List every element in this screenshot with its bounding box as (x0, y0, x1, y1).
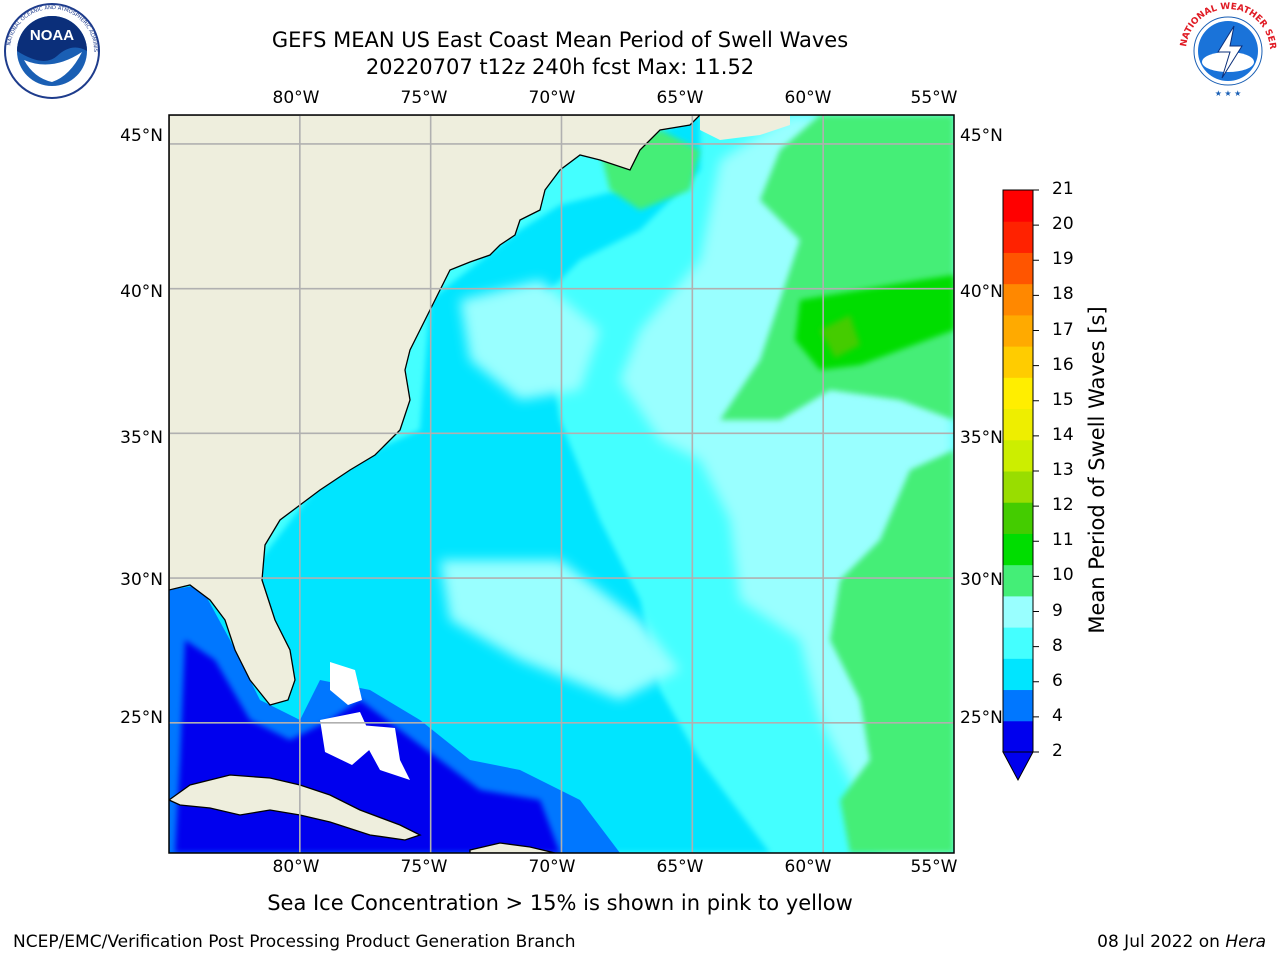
colorbar-segment (1003, 439, 1033, 472)
noaa-logo-icon: NOAA NATIONAL OCEANIC AND ATMOSPHERIC AD… (2, 2, 100, 99)
colorbar-tick-label: 18 (1052, 284, 1074, 305)
colorbar-segment (1003, 221, 1033, 253)
land-north-coast-fill (700, 115, 790, 140)
lat-tick-right: 30°N (960, 570, 1003, 590)
lat-tick-right: 40°N (960, 282, 1003, 302)
gridlines (169, 115, 954, 853)
colorbar-segment (1003, 564, 1033, 597)
lat-tick-left: 25°N (120, 708, 163, 728)
colorbar-segment (1003, 408, 1033, 441)
lon-tick-top: 65°W (656, 88, 704, 108)
lon-tick-top: 55°W (910, 88, 958, 108)
colorbar-tick-label: 20 (1052, 214, 1074, 235)
colorbar-tick-label: 6 (1052, 670, 1063, 691)
colorbar-segment (1003, 658, 1033, 691)
svg-text:★ ★ ★: ★ ★ ★ (1215, 89, 1242, 98)
lat-tick-left: 40°N (120, 282, 163, 302)
colorbar-segment (1003, 346, 1033, 378)
colorbar-tick-label: 10 (1052, 565, 1074, 586)
colorbar-tick-label: 12 (1052, 495, 1074, 516)
colorbar-tick-label: 11 (1052, 530, 1074, 551)
lon-tick-bottom: 75°W (400, 857, 448, 877)
colorbar-tick-label: 19 (1052, 249, 1074, 270)
bahamas-bank-3 (360, 725, 410, 780)
colorbar-extend-triangle (1002, 751, 1034, 782)
lon-tick-top: 70°W (528, 88, 576, 108)
svg-text:NOAA: NOAA (30, 27, 74, 44)
colorbar-tick-label: 17 (1052, 319, 1074, 340)
colorbar-segment (1003, 471, 1033, 503)
lon-tick-bottom: 80°W (272, 857, 320, 877)
colorbar-tick-label: 2 (1052, 741, 1063, 761)
colorbar-tick-label: 13 (1052, 460, 1074, 480)
colorbar-tick-label: 4 (1052, 705, 1063, 726)
sea-ice-caption: Sea Ice Concentration > 15% is shown in … (267, 891, 853, 915)
colorbar-segment (1003, 314, 1033, 347)
colorbar-segment (1003, 377, 1033, 410)
field-8-9s-south (440, 560, 680, 700)
colorbar-tick-label: 9 (1052, 600, 1063, 621)
lat-tick-left: 35°N (120, 428, 163, 448)
field-8-9s-west (460, 280, 600, 400)
colorbar-tick-label: 21 (1052, 179, 1074, 199)
field-11-12s (820, 315, 860, 358)
lon-tick-bottom: 60°W (784, 857, 832, 877)
lat-tick-right: 35°N (960, 428, 1003, 448)
lon-tick-top: 80°W (272, 88, 320, 108)
lon-tick-top: 75°W (400, 88, 448, 108)
chart-subtitle: 20220707 t12z 240h fcst Max: 11.52 (365, 55, 755, 79)
colorbar-segment (1003, 283, 1033, 316)
bahamas-bank (330, 662, 362, 705)
lat-tick-right: 25°N (960, 708, 1003, 728)
colorbar-segment (1003, 190, 1033, 222)
footer-date-text: 08 Jul 2022 on (1097, 932, 1226, 952)
lon-tick-bottom: 70°W (528, 857, 576, 877)
nws-logo-icon: NATIONAL WEATHER SERVICE ★ ★ ★ (1178, 2, 1277, 98)
lon-tick-bottom: 55°W (910, 857, 958, 877)
footer-date: 08 Jul 2022 on Hera (1097, 932, 1266, 952)
colorbar-segment (1003, 627, 1033, 659)
chart-title: GEFS MEAN US East Coast Mean Period of S… (271, 28, 849, 52)
colorbar-segment (1003, 689, 1033, 722)
footer-host: Hera (1225, 932, 1266, 952)
colorbar-tick-label: 15 (1052, 389, 1074, 410)
land-north-america (169, 115, 701, 706)
footer-credit: NCEP/EMC/Verification Post Processing Pr… (13, 932, 576, 952)
colorbar-segment (1003, 595, 1033, 628)
lat-tick-left: 45°N (120, 126, 163, 146)
field-9-10s-east (830, 450, 954, 853)
colorbar-tick-label: 14 (1052, 424, 1074, 445)
colorbar-segment (1003, 252, 1033, 285)
colorbar-segment (1003, 533, 1033, 566)
colorbar (1002, 189, 1039, 782)
land-cuba (169, 774, 422, 841)
colorbar-segment (1003, 502, 1033, 534)
map-frame (168, 114, 955, 854)
colorbar-tick-label: 8 (1052, 635, 1063, 656)
lat-tick-left: 30°N (120, 570, 163, 590)
colorbar-segment (1003, 720, 1033, 753)
colorbar-label: Mean Period of Swell Waves [s] (1085, 306, 1109, 634)
lon-tick-top: 60°W (784, 88, 832, 108)
lon-tick-bottom: 65°W (656, 857, 704, 877)
lat-tick-right: 45°N (960, 126, 1003, 146)
colorbar-tick-label: 16 (1052, 354, 1074, 375)
